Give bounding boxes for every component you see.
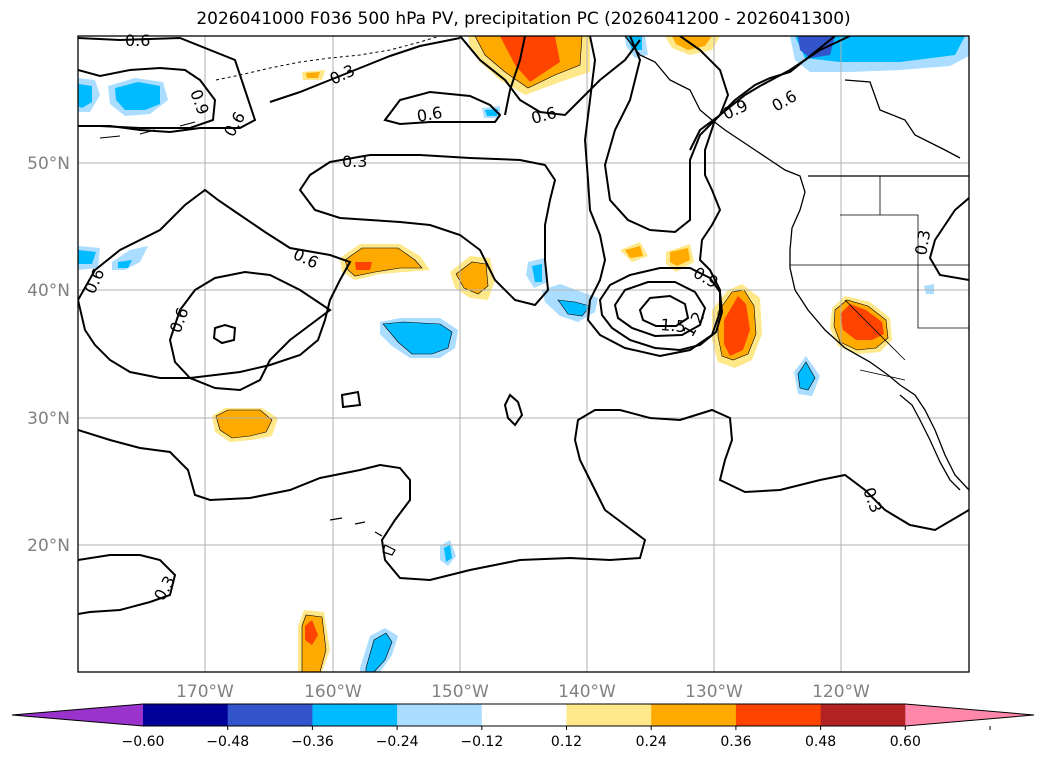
contour-label: 1.5 [660, 315, 687, 336]
coastline-north-america [624, 36, 969, 491]
colorbar-tick-label: −0.36 [291, 734, 334, 750]
contour-small-central-closed [340, 390, 362, 409]
contour-1.2-cutoff-low [613, 281, 707, 338]
precip-positive-central [450, 256, 495, 300]
hawaiian-islands [329, 517, 396, 556]
colorbar-tick-label: −0.24 [376, 734, 419, 750]
contour-label: 0.3 [911, 228, 934, 256]
coastline-baja-inner [899, 394, 961, 491]
colorbar-tick-label: 0.60 [890, 734, 921, 750]
precip-negative-northwest [78, 78, 168, 116]
contour-0.6-west [78, 188, 352, 379]
coastline-aleutians [215, 36, 441, 81]
precip-negative-west-edge [78, 246, 148, 270]
contour-0.3-east [928, 197, 969, 281]
colorbar-segment [312, 704, 398, 726]
contour-0.9-west [168, 270, 332, 392]
contour-label: 0.6 [166, 305, 193, 335]
contour-0.6-trough [459, 36, 641, 117]
colorbar-extend-max [905, 704, 1034, 726]
border-california [844, 299, 906, 381]
contour-label: 0.6 [80, 266, 108, 297]
colorbar-segment [143, 704, 229, 726]
colorbar-tick-label: 0.36 [720, 734, 751, 750]
contour-label: 0.3 [327, 61, 358, 89]
colorbar-segment [397, 704, 483, 726]
lon-label-170w: 170°W [176, 682, 234, 702]
contour-0.3-southwest [78, 554, 177, 615]
precip-positive-subtropical [212, 408, 278, 442]
graticule [78, 36, 969, 672]
contour-label: 0.6 [125, 31, 150, 50]
precip-positive-gulf-alaska [468, 36, 590, 95]
precip-small-positive-north [302, 70, 325, 80]
contour-1.5-cutoff-low [638, 294, 690, 327]
lat-label-40n: 40°N [27, 281, 70, 301]
colorbar-segment [481, 704, 567, 726]
colorbar-segment [735, 704, 822, 726]
precip-negative-southern-california [794, 284, 934, 396]
colorbar-tick-label: −0.48 [206, 734, 249, 750]
colorbar-segment [651, 704, 737, 726]
precip-positive-south [298, 610, 330, 672]
lon-label-140w: 140°W [558, 682, 616, 702]
colorbar-tick-label: 0.12 [551, 734, 582, 750]
contour-0.9-northwest [78, 66, 217, 129]
lon-label-130w: 130°W [685, 682, 743, 702]
contour-0.3-central [298, 154, 557, 307]
colorbar: −0.60 −0.48 −0.36 −0.24 −0.12 0.12 0.24 0.36 0.4… [11, 703, 1035, 750]
precip-outlines [215, 36, 889, 672]
contour-label: 0.3 [342, 152, 367, 171]
contour-label: 0.6 [769, 86, 801, 115]
contour-0.9-trough-east [679, 36, 730, 151]
contour-0.3-north [269, 37, 461, 103]
precip-positive-central-north [340, 244, 430, 280]
contour-0.3-trough-east [583, 36, 836, 358]
colorbar-tick-label: 0.48 [805, 734, 836, 750]
contour-0.6-northwest [78, 36, 257, 134]
latitude-labels: 50°N 40°N 30°N 20°N [27, 154, 70, 556]
lon-label-150w: 150°W [431, 682, 489, 702]
contour-0.6-north-closed [383, 90, 502, 126]
precip-positive-california [830, 296, 892, 354]
colorbar-extend-min [12, 704, 143, 726]
precip-positive-coastal-low [712, 284, 762, 368]
lon-label-160w: 160°W [304, 682, 362, 702]
state-borders [790, 176, 969, 329]
precipitation-shading [78, 36, 969, 672]
lon-label-120w: 120°W [812, 682, 870, 702]
contour-labels: 0.6 0.9 0.3 0.6 0.6 0.6 0.6 0.9 0.6 0.3 … [80, 31, 934, 604]
precip-positive-small-offshore [620, 242, 694, 272]
contour-label: 0.3 [859, 485, 886, 515]
contour-0.3-south [78, 408, 969, 582]
contour-label: 0.6 [220, 108, 249, 140]
contour-small-south-closed [503, 393, 524, 427]
contour-0.9-cutoff-low [598, 267, 724, 352]
contour-0.6-trough-east [603, 36, 851, 234]
colorbar-segment [566, 704, 652, 726]
contour-label: 0.9 [720, 96, 751, 124]
colorbar-tick-label: −0.60 [122, 734, 165, 750]
contour-small-west-closed [212, 323, 237, 345]
contour-0.6-trough-inner [504, 36, 526, 116]
colorbar-segment [227, 704, 313, 726]
map-title: 2026041000 F036 500 hPa PV, precipitatio… [196, 9, 851, 29]
precip-negative-central [380, 258, 598, 358]
colorbar-segment [820, 704, 906, 726]
colorbar-outline [11, 703, 1035, 727]
precip-negative-hawaii [360, 540, 456, 672]
map-frame [77, 35, 970, 673]
lat-label-20n: 20°N [27, 536, 70, 556]
colorbar-tick-label: −0.12 [460, 734, 503, 750]
border-alaska-canada [844, 79, 961, 159]
pv-contours [78, 36, 969, 615]
contour-label: 0.6 [415, 103, 443, 126]
longitude-labels: 170°W 160°W 150°W 140°W 130°W 120°W [176, 682, 870, 702]
colorbar-tick-label: 0.24 [636, 734, 667, 750]
contour-label: 0.6 [529, 103, 559, 128]
lat-label-30n: 30°N [27, 409, 70, 429]
lat-label-50n: 50°N [27, 154, 70, 174]
